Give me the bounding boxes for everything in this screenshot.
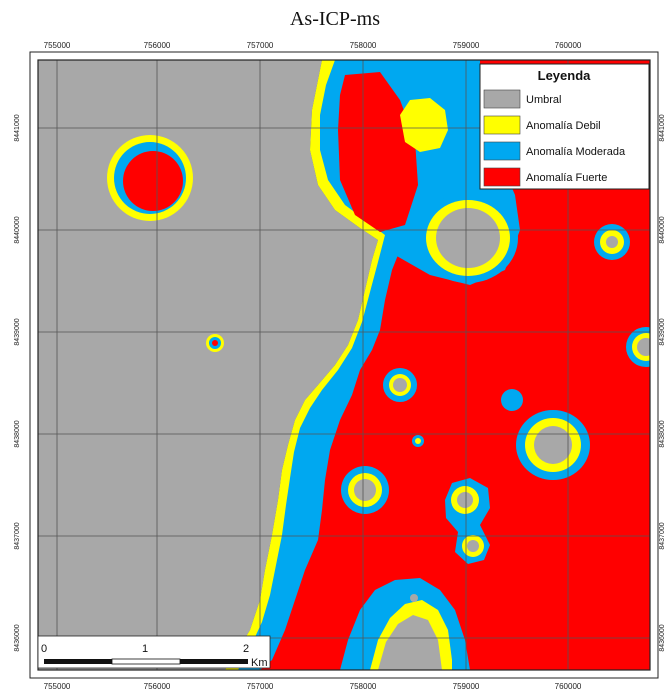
y-tick-right: 8437000 — [659, 522, 666, 549]
x-tick-top: 760000 — [555, 41, 582, 50]
x-tick-labels-top: 755000 756000 757000 758000 759000 76000… — [44, 41, 582, 50]
x-tick-bottom: 759000 — [453, 682, 480, 691]
x-tick-top: 756000 — [144, 41, 171, 50]
y-tick-right: 8439000 — [659, 318, 666, 345]
y-tick-right: 8440000 — [659, 216, 666, 243]
y-tick-left: 8440000 — [14, 216, 21, 243]
spot-moderada — [501, 389, 523, 411]
ring-umbral-e1 — [606, 236, 618, 248]
legend: Leyenda Umbral Anomalía Debil Anomalía M… — [479, 63, 650, 190]
legend-label-debil: Anomalía Debil — [526, 120, 601, 132]
ring-umbral-1 — [436, 208, 500, 268]
ring-umbral-4 — [354, 479, 376, 501]
scale-tick-0: 0 — [41, 643, 47, 655]
y-tick-left: 8438000 — [14, 420, 21, 447]
scale-segment-3 — [180, 659, 248, 664]
legend-swatch-fuerte — [483, 167, 521, 187]
scale-tick-1: 1 — [142, 643, 148, 655]
ring-umbral-3 — [534, 426, 572, 464]
ring-umbral-e2 — [637, 338, 650, 356]
legend-swatch-umbral — [483, 89, 521, 109]
grid-lines — [38, 60, 650, 670]
x-tick-top: 758000 — [350, 41, 377, 50]
legend-swatch-moderada — [483, 141, 521, 161]
map-title: As-ICP-ms — [289, 8, 380, 30]
x-tick-top: 757000 — [247, 41, 274, 50]
zone-anomalia-debil-band — [225, 60, 385, 670]
scale-segment-1 — [44, 659, 112, 664]
legend-swatch-debil — [483, 115, 521, 135]
y-tick-right: 8436000 — [659, 624, 666, 651]
x-tick-bottom: 758000 — [350, 682, 377, 691]
legend-label-fuerte: Anomalía Fuerte — [526, 172, 607, 184]
scale-unit: Km — [251, 657, 268, 669]
y-tick-labels-right: 8441000 8440000 8439000 8438000 8437000 … — [659, 114, 666, 651]
ring-fuerte-west — [123, 151, 183, 211]
map-area — [38, 60, 650, 670]
x-tick-top: 759000 — [453, 41, 480, 50]
y-tick-right: 8441000 — [659, 114, 666, 141]
scale-bar: 0 1 2 Km — [37, 635, 271, 669]
zone-umbral-west — [38, 60, 378, 670]
ring-umbral-6 — [467, 540, 479, 552]
y-tick-left: 8437000 — [14, 522, 21, 549]
zone-umbral-bottom — [378, 615, 442, 670]
legend-label-umbral: Umbral — [526, 94, 561, 106]
legend-title: Leyenda — [538, 68, 592, 83]
x-tick-top: 755000 — [44, 41, 71, 50]
y-tick-left: 8441000 — [14, 114, 21, 141]
y-tick-labels-left: 8441000 8440000 8439000 8438000 8437000 … — [14, 114, 21, 651]
x-tick-bottom: 757000 — [247, 682, 274, 691]
ring-umbral-2 — [393, 378, 407, 392]
zone-fuerte-top — [338, 72, 418, 232]
ring-umbral-5 — [457, 492, 473, 508]
x-tick-labels-bottom: 755000 756000 757000 758000 759000 76000… — [44, 682, 582, 691]
x-tick-bottom: 756000 — [144, 682, 171, 691]
map-inner-frame — [37, 59, 651, 671]
zone-debil-top — [400, 98, 448, 152]
y-tick-right: 8438000 — [659, 420, 666, 447]
y-tick-left: 8439000 — [14, 318, 21, 345]
x-tick-bottom: 755000 — [44, 682, 71, 691]
x-tick-bottom: 760000 — [555, 682, 582, 691]
legend-label-moderada: Anomalía Moderada — [526, 146, 626, 158]
y-tick-left: 8436000 — [14, 624, 21, 651]
scale-segment-2 — [111, 658, 181, 665]
scale-tick-2: 2 — [243, 643, 249, 655]
dot-fuerte — [212, 340, 218, 346]
